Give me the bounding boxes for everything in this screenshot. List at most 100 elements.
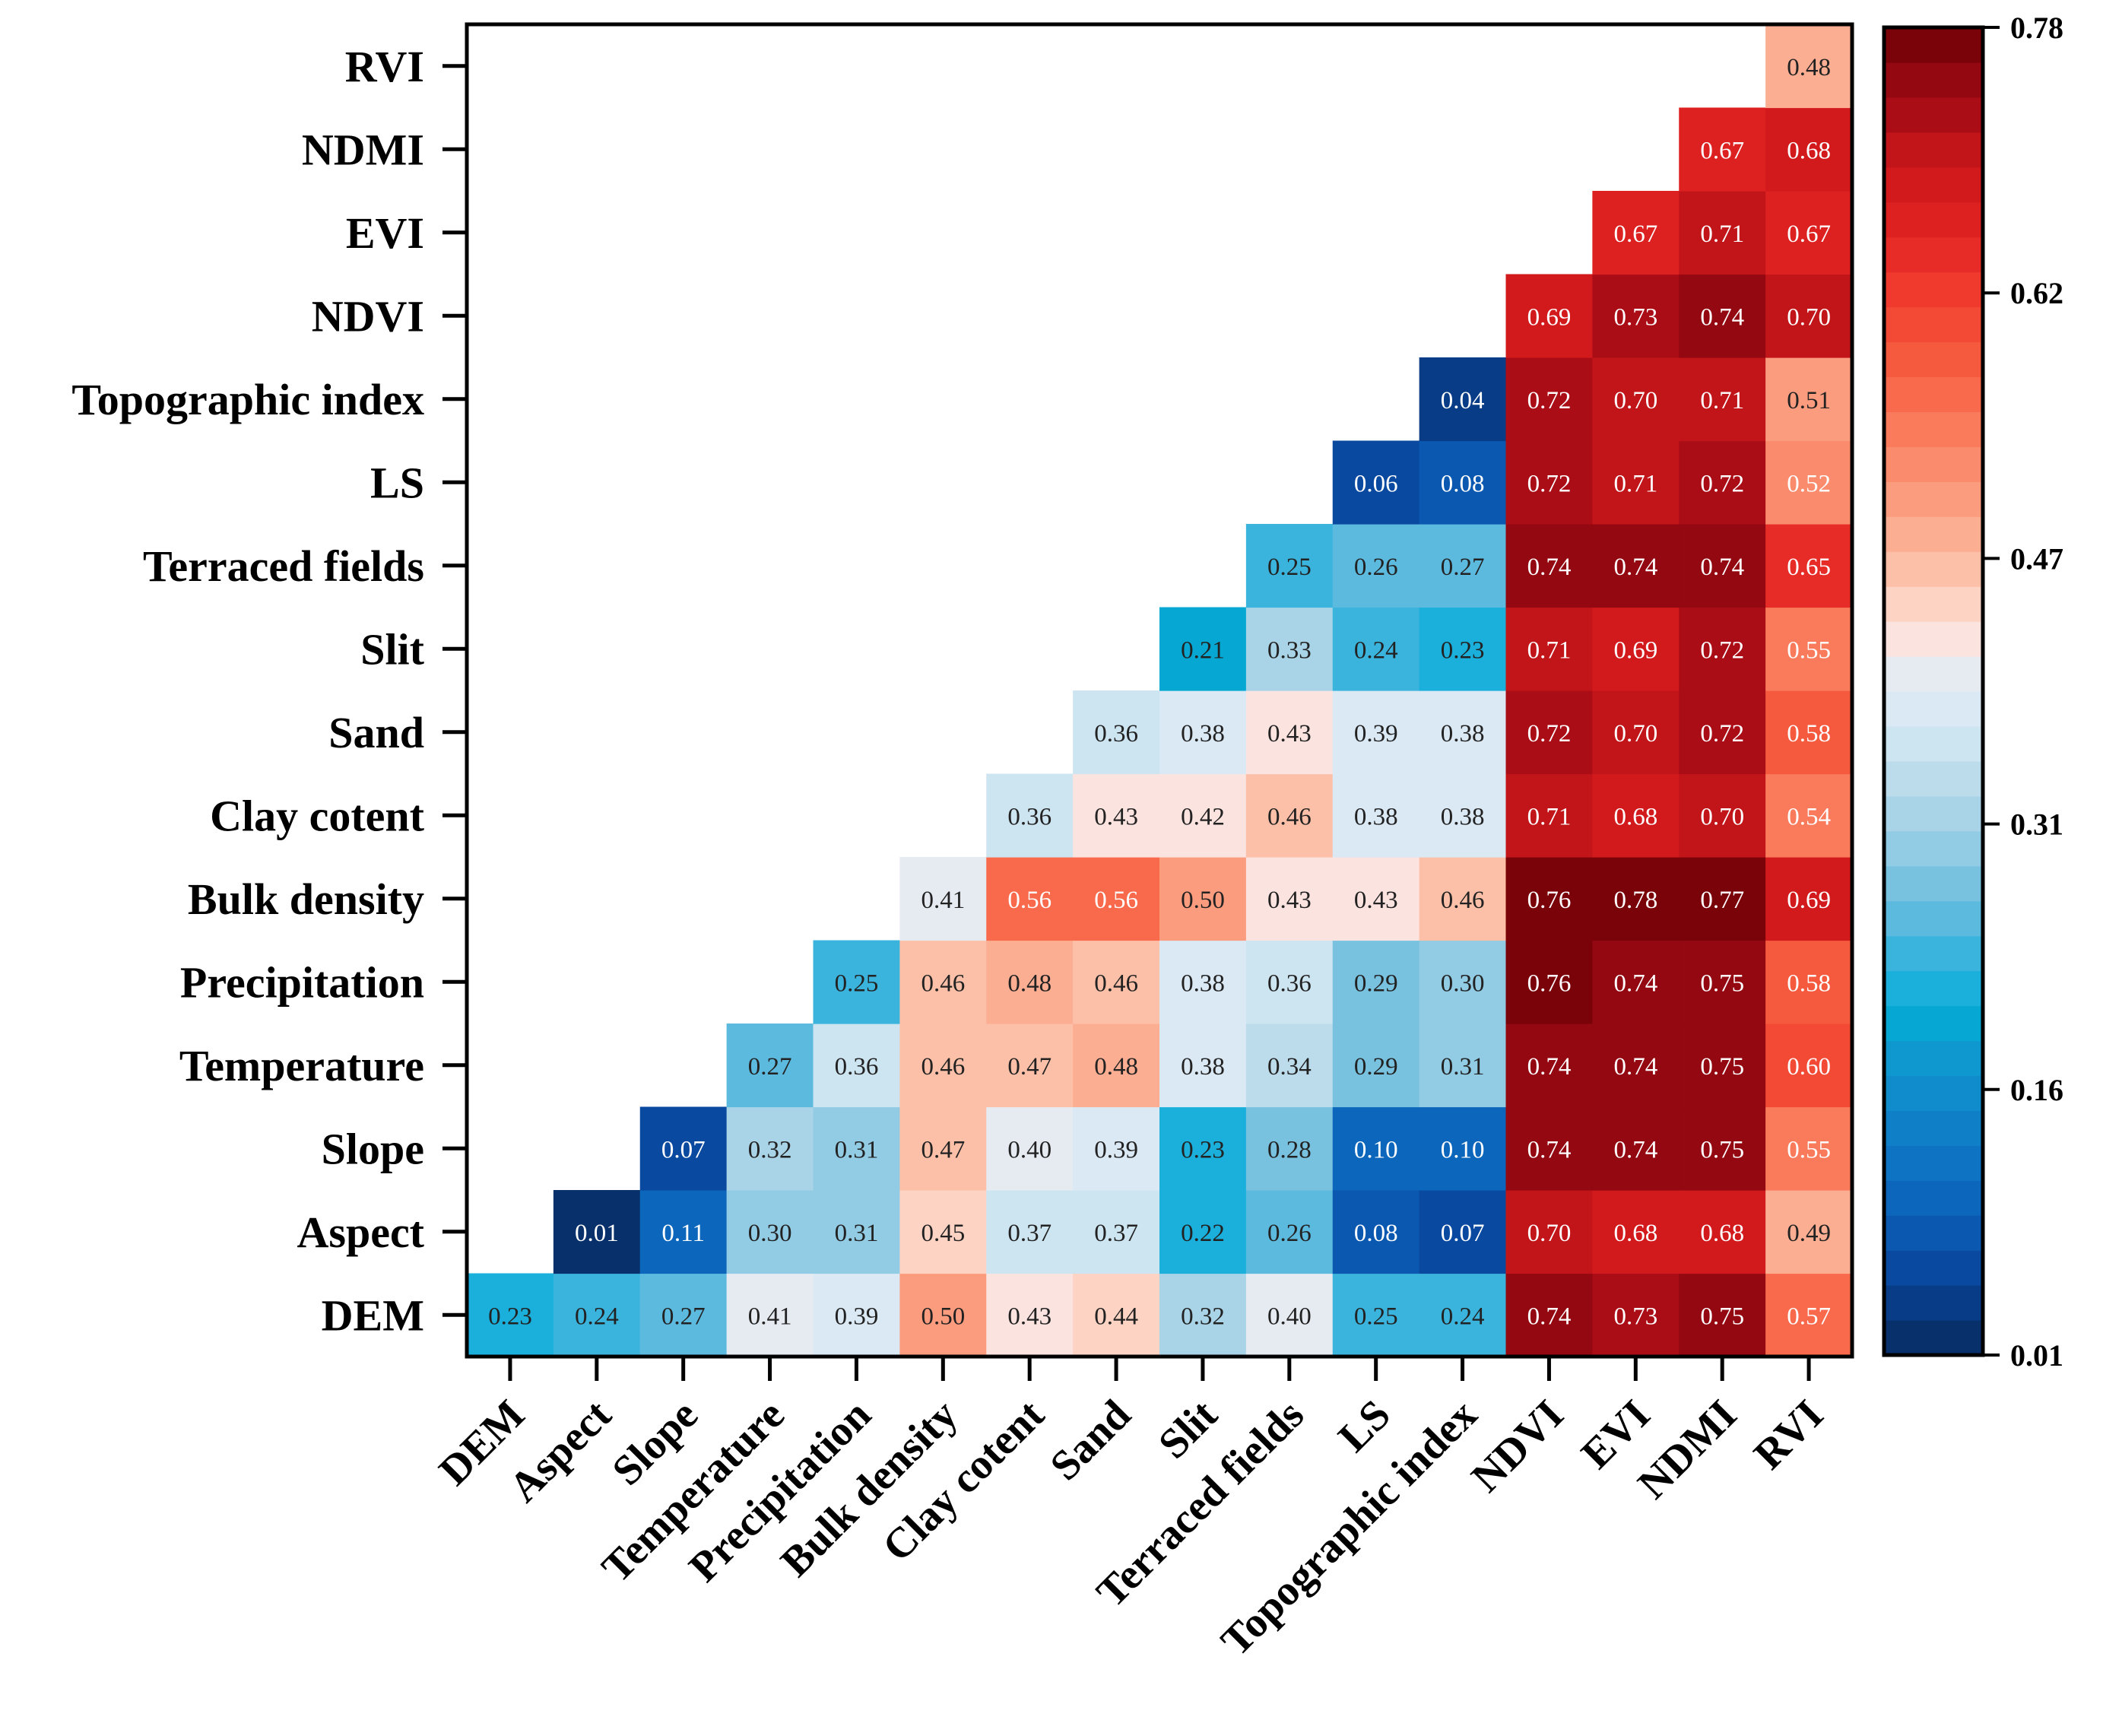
heatmap-cell-sand-aspect bbox=[1073, 1190, 1160, 1274]
colorbar-segment bbox=[1884, 271, 1983, 308]
cell-value-label: 0.43 bbox=[1007, 1303, 1052, 1330]
heatmap-cell-evi-bulk-density bbox=[1592, 857, 1680, 941]
heatmap-cell-ndmi-precipitation bbox=[1679, 940, 1766, 1024]
cell-value-label: 0.40 bbox=[1007, 1136, 1052, 1163]
cell-value-label: 0.58 bbox=[1787, 970, 1831, 997]
heatmap-cell-ndmi-slit bbox=[1679, 607, 1766, 691]
colorbar-segment bbox=[1884, 760, 1983, 797]
colorbar-segment bbox=[1884, 795, 1983, 832]
colorbar-segment bbox=[1884, 97, 1983, 133]
cell-value-label: 0.72 bbox=[1700, 720, 1744, 747]
heatmap-cell-rvi-topographic-index bbox=[1765, 357, 1853, 442]
heatmap-cell-topographic-index-temperature bbox=[1419, 1024, 1507, 1108]
heatmap-cell-terraced-fields-precipitation bbox=[1245, 940, 1334, 1024]
cell-value-label: 0.43 bbox=[1094, 803, 1138, 830]
heatmap-cell-rvi-ndvi bbox=[1765, 274, 1853, 358]
cell-value-label: 0.68 bbox=[1700, 1220, 1744, 1247]
heatmap-cell-dem-dem bbox=[467, 1273, 554, 1357]
heatmap-cell-topographic-index-sand bbox=[1419, 690, 1507, 775]
cell-value-label: 0.43 bbox=[1354, 887, 1398, 914]
heatmap-cell-temperature-aspect bbox=[726, 1190, 814, 1274]
heatmap-cell-evi-slit bbox=[1592, 607, 1680, 691]
cell-value-label: 0.71 bbox=[1700, 387, 1744, 414]
colorbar-segment bbox=[1884, 830, 1983, 867]
colorbar-segment bbox=[1884, 935, 1983, 972]
colorbar-segment bbox=[1884, 900, 1983, 937]
heatmap-cell-clay-cotent-temperature bbox=[986, 1024, 1074, 1108]
colorbar-segment bbox=[1884, 691, 1983, 727]
cell-value-label: 0.25 bbox=[835, 970, 879, 997]
cell-value-label: 0.32 bbox=[1181, 1303, 1225, 1330]
x-tick-label: LS bbox=[1330, 1391, 1400, 1461]
cell-value-label: 0.69 bbox=[1787, 887, 1831, 914]
cell-value-label: 0.75 bbox=[1700, 970, 1744, 997]
cell-value-label: 0.67 bbox=[1613, 221, 1657, 248]
cell-value-label: 0.21 bbox=[1181, 636, 1225, 664]
cell-value-label: 0.38 bbox=[1441, 720, 1485, 747]
cell-value-label: 0.36 bbox=[1267, 970, 1312, 997]
cell-value-label: 0.67 bbox=[1787, 221, 1831, 248]
x-tick-label: NDMI bbox=[1629, 1391, 1746, 1508]
heatmap-cell-evi-temperature bbox=[1592, 1024, 1680, 1108]
colorbar-segment bbox=[1884, 551, 1983, 587]
cell-value-label: 0.70 bbox=[1787, 303, 1831, 331]
cell-value-label: 0.42 bbox=[1181, 803, 1225, 830]
cell-value-label: 0.46 bbox=[921, 970, 965, 997]
cell-value-label: 0.68 bbox=[1613, 1220, 1657, 1247]
heatmap-cell-ndmi-slope bbox=[1679, 1106, 1766, 1191]
y-tick-label: NDVI bbox=[312, 291, 424, 341]
heatmap-cell-ndmi-topographic-index bbox=[1679, 357, 1766, 442]
heatmap-cell-clay-cotent-clay-cotent bbox=[986, 773, 1074, 858]
heatmap-cell-rvi-dem bbox=[1765, 1273, 1853, 1357]
cell-value-label: 0.70 bbox=[1700, 803, 1744, 830]
heatmap-cell-topographic-index-slope bbox=[1419, 1106, 1507, 1191]
cell-value-label: 0.23 bbox=[1181, 1136, 1225, 1163]
heatmap-cell-evi-evi bbox=[1592, 191, 1680, 275]
heatmap-cell-topographic-index-dem bbox=[1419, 1273, 1507, 1357]
y-tick-label: Temperature bbox=[179, 1041, 424, 1090]
cell-value-label: 0.31 bbox=[1441, 1053, 1485, 1081]
cell-value-label: 0.37 bbox=[1007, 1220, 1052, 1247]
heatmap-cell-aspect-dem bbox=[553, 1273, 641, 1357]
cell-value-label: 0.38 bbox=[1441, 803, 1485, 830]
heatmap-cell-evi-aspect bbox=[1592, 1190, 1680, 1274]
heatmap-cell-bulk-density-aspect bbox=[899, 1190, 987, 1274]
heatmap-cell-slit-sand bbox=[1159, 690, 1247, 775]
heatmap-cell-clay-cotent-bulk-density bbox=[986, 857, 1074, 941]
colorbar-segment bbox=[1884, 1110, 1983, 1146]
cell-value-label: 0.48 bbox=[1787, 54, 1831, 81]
heatmap-cell-sand-clay-cotent bbox=[1073, 773, 1160, 858]
cell-value-label: 0.39 bbox=[835, 1303, 879, 1330]
cell-value-label: 0.36 bbox=[1094, 720, 1138, 747]
colorbar-ticks: 0.01 0.16 0.31 0.47 0.62 0.78 bbox=[1983, 11, 2063, 1373]
cell-value-label: 0.70 bbox=[1613, 720, 1657, 747]
cell-value-label: 0.06 bbox=[1354, 470, 1398, 497]
cell-value-label: 0.33 bbox=[1267, 636, 1312, 664]
heatmap-cell-terraced-fields-sand bbox=[1245, 690, 1334, 775]
heatmap-cell-rvi-terraced-fields bbox=[1765, 524, 1853, 608]
cell-value-label: 0.38 bbox=[1181, 720, 1225, 747]
colorbar-segment bbox=[1884, 1285, 1983, 1321]
cell-value-label: 0.47 bbox=[1007, 1053, 1052, 1081]
heatmap-cell-terraced-fields-bulk-density bbox=[1245, 857, 1334, 941]
heatmap-cell-ls-ls bbox=[1332, 440, 1420, 525]
cell-value-label: 0.78 bbox=[1613, 887, 1657, 914]
x-tick-label: NDVI bbox=[1463, 1391, 1573, 1501]
cell-value-label: 0.37 bbox=[1094, 1220, 1138, 1247]
y-tick-label: Aspect bbox=[297, 1208, 424, 1257]
heatmap-cell-slope-dem bbox=[639, 1273, 728, 1357]
heatmap-cell-ndvi-terraced-fields bbox=[1505, 524, 1593, 608]
colorbar-tick-label: 0.78 bbox=[2010, 11, 2063, 45]
heatmap-cell-rvi-slope bbox=[1765, 1106, 1853, 1191]
cell-value-label: 0.27 bbox=[748, 1053, 792, 1081]
heatmap-cell-evi-clay-cotent bbox=[1592, 773, 1680, 858]
heatmap-cell-rvi-temperature bbox=[1765, 1024, 1853, 1108]
x-tick-label: Sand bbox=[1042, 1391, 1140, 1490]
colorbar-segment bbox=[1884, 341, 1983, 378]
heatmap-cell-slope-slope bbox=[639, 1106, 728, 1191]
heatmap-cell-ndmi-bulk-density bbox=[1679, 857, 1766, 941]
y-tick-label: NDMI bbox=[302, 125, 424, 174]
cell-value-label: 0.57 bbox=[1787, 1303, 1831, 1330]
cell-value-label: 0.73 bbox=[1613, 303, 1657, 331]
heatmap-cell-terraced-fields-clay-cotent bbox=[1245, 773, 1334, 858]
